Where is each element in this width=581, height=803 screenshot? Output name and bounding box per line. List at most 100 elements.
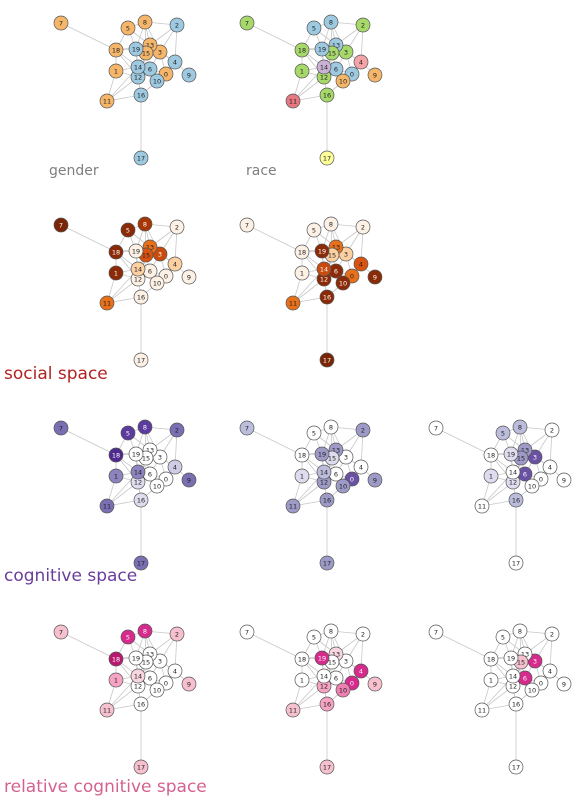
network-node-label: 2 — [361, 426, 365, 434]
network-node-label: 7 — [59, 19, 63, 27]
network-node — [319, 696, 335, 712]
network-node — [149, 478, 165, 494]
network-edge — [60, 224, 117, 253]
network-node — [367, 67, 383, 83]
network-edge — [246, 427, 303, 456]
network-node-label: 12 — [134, 275, 142, 283]
network-node-label: 8 — [518, 627, 522, 635]
network-node — [542, 459, 558, 475]
network-node-label: 5 — [126, 24, 130, 32]
network-node — [53, 624, 69, 640]
network-node — [367, 472, 383, 488]
network-node-label: 9 — [187, 476, 191, 484]
network-node-label: 2 — [550, 630, 554, 638]
network-node — [239, 420, 255, 436]
network-node — [133, 696, 149, 712]
network-node — [483, 672, 499, 688]
network-node-label: 12 — [509, 682, 517, 690]
network-node-label: 16 — [323, 91, 331, 99]
network-node-label: 7 — [245, 221, 249, 229]
network-node — [108, 672, 124, 688]
network-node-label: 1 — [489, 676, 493, 684]
network-node-label: 9 — [562, 680, 566, 688]
network-node-label: 5 — [312, 633, 316, 641]
network-node-label: 12 — [320, 73, 328, 81]
network-node — [294, 447, 310, 463]
network-node-label: 11 — [289, 706, 297, 714]
network-node-label: 18 — [298, 451, 306, 459]
network-node — [128, 650, 144, 666]
network-node-label: 14 — [320, 672, 328, 680]
network-node-label: 1 — [114, 472, 118, 480]
network-node-label: 4 — [359, 667, 363, 675]
network-node-label: 1 — [114, 269, 118, 277]
network-node — [353, 459, 369, 475]
network-node — [314, 446, 330, 462]
network-node-label: 10 — [339, 279, 347, 287]
network-node — [239, 624, 255, 640]
network-node — [319, 150, 335, 166]
network-node-label: 5 — [312, 429, 316, 437]
network-node-label: 15 — [142, 251, 150, 259]
network-node-label: 12 — [320, 275, 328, 283]
network-node — [294, 63, 310, 79]
network-node-label: 10 — [339, 77, 347, 85]
network-node-label: 2 — [175, 630, 179, 638]
network-node — [285, 702, 301, 718]
network-node — [508, 555, 524, 571]
network-node-label: 6 — [148, 674, 152, 682]
network-node — [524, 682, 540, 698]
network-node-label: 18 — [298, 655, 306, 663]
network-node — [483, 468, 499, 484]
network-node — [353, 663, 369, 679]
network-node-label: 2 — [361, 21, 365, 29]
network-node — [319, 289, 335, 305]
network-node — [294, 651, 310, 667]
network-node-label: 4 — [173, 463, 177, 471]
network-node-label: 9 — [373, 273, 377, 281]
network-node-label: 4 — [359, 260, 363, 268]
network-node-label: 18 — [487, 451, 495, 459]
network-node-label: 4 — [173, 667, 177, 675]
network-node-label: 0 — [350, 475, 354, 483]
network-node — [335, 478, 351, 494]
network-node-label: 6 — [148, 65, 152, 73]
network-node — [169, 422, 185, 438]
network-node-label: 15 — [328, 658, 336, 666]
network-node-label: 1 — [300, 472, 304, 480]
network-node — [120, 425, 136, 441]
network-node-label: 6 — [334, 267, 338, 275]
network-node — [524, 478, 540, 494]
network-node-label: 7 — [245, 424, 249, 432]
network-node — [294, 265, 310, 281]
network-node-label: 19 — [507, 654, 515, 662]
network-node-label: 7 — [245, 628, 249, 636]
network-node — [169, 626, 185, 642]
network-node-label: 3 — [533, 453, 537, 461]
network-node — [285, 295, 301, 311]
network-node-label: 19 — [132, 247, 140, 255]
network-node-label: 13 — [332, 650, 340, 658]
network-node-label: 12 — [320, 478, 328, 486]
network-node-label: 15 — [328, 49, 336, 57]
network-node-label: 10 — [528, 686, 536, 694]
network-node-label: 5 — [312, 24, 316, 32]
network-node-label: 14 — [320, 468, 328, 476]
network-node-label: 15 — [142, 658, 150, 666]
network-node-label: 11 — [289, 299, 297, 307]
network-node-label: 3 — [533, 657, 537, 665]
network-node — [130, 261, 146, 277]
network-node — [503, 650, 519, 666]
network-node-label: 7 — [59, 628, 63, 636]
network-node-label: 5 — [501, 633, 505, 641]
network-node — [316, 261, 332, 277]
network-node-label: 16 — [137, 91, 145, 99]
network-edge — [60, 427, 117, 456]
network-node-label: 6 — [334, 674, 338, 682]
network-node — [130, 668, 146, 684]
network-node — [128, 243, 144, 259]
network-node-label: 18 — [112, 655, 120, 663]
network-node — [335, 682, 351, 698]
